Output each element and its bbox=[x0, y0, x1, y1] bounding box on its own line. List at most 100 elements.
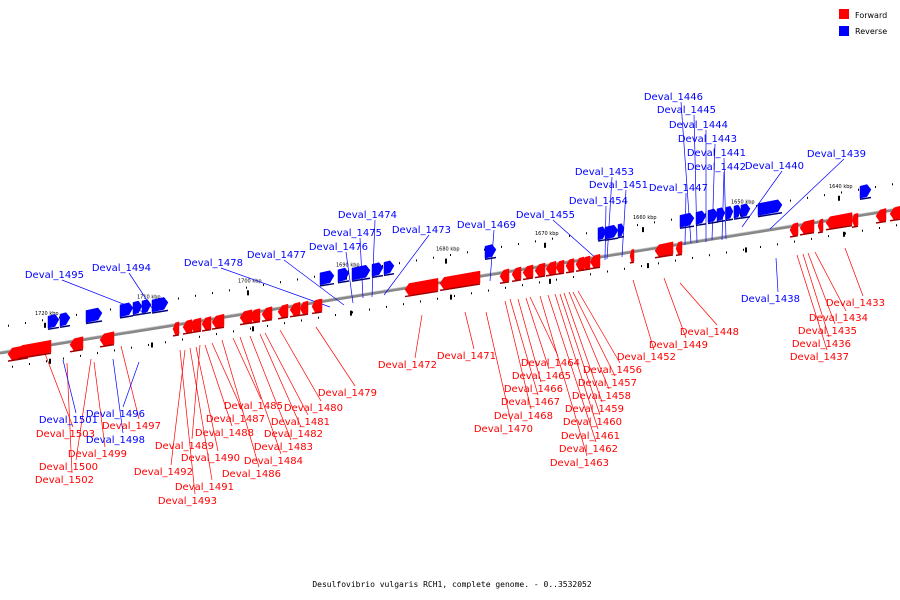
deval-1472-label[interactable]: Deval_1472 bbox=[378, 360, 437, 371]
deval-1484-feature[interactable] bbox=[289, 301, 301, 317]
deval-1473-label[interactable]: Deval_1473 bbox=[392, 225, 451, 236]
deval-1447-label[interactable]: Deval_1447 bbox=[649, 183, 708, 194]
deval-1476-label[interactable]: Deval_1476 bbox=[309, 242, 368, 253]
deval-1434-label[interactable]: Deval_1434 bbox=[809, 313, 868, 324]
deval-1486-feature[interactable] bbox=[261, 306, 273, 321]
deval-1499-feature[interactable] bbox=[69, 336, 84, 352]
deval-1439-feature[interactable] bbox=[859, 184, 872, 199]
deval-1469-label[interactable]: Deval_1469 bbox=[457, 220, 516, 231]
deval-1479-feature[interactable] bbox=[314, 298, 323, 313]
deval-1485-label[interactable]: Deval_1485 bbox=[224, 401, 283, 412]
deval-1444-feature[interactable] bbox=[716, 207, 726, 222]
deval-1476-feature[interactable] bbox=[351, 264, 371, 281]
deval-1452-label[interactable]: Deval_1452 bbox=[617, 352, 676, 363]
deval-1460-feature[interactable] bbox=[589, 253, 601, 269]
deval-1487-label[interactable]: Deval_1487 bbox=[206, 414, 265, 425]
deval-1466-feature[interactable] bbox=[534, 262, 546, 277]
deval-1451-label[interactable]: Deval_1451 bbox=[589, 180, 648, 191]
deval-1498-feature[interactable] bbox=[85, 307, 103, 323]
deval-1436-label[interactable]: Deval_1436 bbox=[792, 339, 851, 350]
deval-1443-feature[interactable] bbox=[725, 205, 734, 220]
deval-1495-label[interactable]: Deval_1495 bbox=[25, 270, 84, 281]
deval-1470-feature[interactable] bbox=[499, 268, 510, 283]
deval-1442-feature[interactable] bbox=[733, 204, 742, 219]
deval-1471-label[interactable]: Deval_1471 bbox=[437, 351, 496, 362]
deval-1455-feature[interactable] bbox=[597, 226, 607, 241]
deval-1433-feature[interactable] bbox=[875, 208, 887, 223]
deval-1454-feature[interactable] bbox=[604, 224, 619, 240]
deval-1497-feature[interactable] bbox=[99, 331, 115, 347]
deval-1494-label[interactable]: Deval_1494 bbox=[92, 263, 151, 274]
deval-1433-label[interactable]: Deval_1433 bbox=[826, 298, 885, 309]
deval-1493-label[interactable]: Deval_1493 bbox=[158, 496, 217, 507]
deval-1439-label[interactable]: Deval_1439 bbox=[807, 149, 866, 160]
deval-1433-feature[interactable] bbox=[889, 205, 900, 221]
deval-1488-label[interactable]: Deval_1488 bbox=[195, 428, 254, 439]
deval-1460-label[interactable]: Deval_1460 bbox=[563, 417, 622, 428]
deval-1495-feature[interactable] bbox=[59, 312, 71, 327]
deval-1435-label[interactable]: Deval_1435 bbox=[798, 326, 857, 337]
deval-1492-label[interactable]: Deval_1492 bbox=[134, 467, 193, 478]
deval-1497-label[interactable]: Deval_1497 bbox=[102, 421, 161, 432]
deval-1474-label[interactable]: Deval_1474 bbox=[338, 210, 397, 221]
deval-1468-feature[interactable] bbox=[511, 266, 522, 281]
deval-1464-label[interactable]: Deval_1464 bbox=[521, 358, 580, 369]
deval-1503-label[interactable]: Deval_1503 bbox=[36, 429, 95, 440]
deval-1486-label[interactable]: Deval_1486 bbox=[222, 469, 281, 480]
deval-1481-label[interactable]: Deval_1481 bbox=[271, 417, 330, 428]
deval-1477-label[interactable]: Deval_1477 bbox=[247, 250, 306, 261]
deval-1446-feature[interactable] bbox=[695, 210, 707, 225]
deval-1501-feature[interactable] bbox=[47, 314, 60, 329]
deval-1491-label[interactable]: Deval_1491 bbox=[175, 482, 234, 493]
deval-1442-label[interactable]: Deval_1442 bbox=[687, 162, 746, 173]
deval-1438-label[interactable]: Deval_1438 bbox=[741, 294, 800, 305]
deval-1444-label[interactable]: Deval_1444 bbox=[669, 120, 728, 131]
deval-1433-feature[interactable] bbox=[851, 212, 859, 227]
deval-1448-label[interactable]: Deval_1448 bbox=[680, 327, 739, 338]
deval-1449-label[interactable]: Deval_1449 bbox=[649, 340, 708, 351]
deval-1453-feature[interactable] bbox=[617, 223, 625, 237]
deval-1494-feature[interactable] bbox=[151, 297, 169, 313]
deval-1499-label[interactable]: Deval_1499 bbox=[68, 449, 127, 460]
deval-1456-label[interactable]: Deval_1456 bbox=[583, 365, 642, 376]
deval-1474-feature[interactable] bbox=[383, 260, 395, 275]
deval-1475-label[interactable]: Deval_1475 bbox=[323, 228, 382, 239]
deval-1445-label[interactable]: Deval_1445 bbox=[657, 105, 716, 116]
deval-1440-label[interactable]: Deval_1440 bbox=[745, 161, 804, 172]
deval-1437-label[interactable]: Deval_1437 bbox=[790, 352, 849, 363]
deval-1436-feature[interactable] bbox=[799, 219, 815, 235]
deval-1489-feature[interactable] bbox=[211, 313, 225, 329]
deval-1478-label[interactable]: Deval_1478 bbox=[184, 258, 243, 269]
deval-1459-label[interactable]: Deval_1459 bbox=[565, 404, 624, 415]
deval-1465-label[interactable]: Deval_1465 bbox=[512, 371, 571, 382]
deval-1455-label[interactable]: Deval_1455 bbox=[516, 210, 575, 221]
deval-1465-feature[interactable] bbox=[545, 260, 557, 276]
deval-1500-label[interactable]: Deval_1500 bbox=[39, 462, 98, 473]
deval-1483-label[interactable]: Deval_1483 bbox=[254, 442, 313, 453]
deval-1479-label[interactable]: Deval_1479 bbox=[318, 388, 377, 399]
deval-1461-label[interactable]: Deval_1461 bbox=[561, 431, 620, 442]
deval-1502-label[interactable]: Deval_1502 bbox=[35, 475, 94, 486]
deval-1498-label[interactable]: Deval_1498 bbox=[86, 435, 145, 446]
deval-1470-label[interactable]: Deval_1470 bbox=[474, 424, 533, 435]
deval-1435-feature[interactable] bbox=[817, 218, 824, 233]
deval-1453-label[interactable]: Deval_1453 bbox=[575, 167, 634, 178]
deval-1480-label[interactable]: Deval_1480 bbox=[284, 403, 343, 414]
deval-1441-feature[interactable] bbox=[740, 203, 751, 218]
deval-1496-label[interactable]: Deval_1496 bbox=[86, 409, 145, 420]
deval-1462-label[interactable]: Deval_1462 bbox=[559, 444, 618, 455]
deval-1484-label[interactable]: Deval_1484 bbox=[244, 456, 303, 467]
deval-1503-feature[interactable] bbox=[17, 339, 52, 358]
deval-1478-feature[interactable] bbox=[319, 270, 335, 286]
deval-1493-feature[interactable] bbox=[172, 321, 180, 336]
deval-1441-label[interactable]: Deval_1441 bbox=[687, 148, 746, 159]
deval-1475-feature[interactable] bbox=[371, 262, 384, 277]
deval-1494-feature[interactable] bbox=[132, 300, 143, 315]
deval-1494-feature[interactable] bbox=[141, 299, 152, 314]
deval-1449-feature[interactable] bbox=[654, 241, 674, 258]
deval-1440-feature[interactable] bbox=[757, 199, 783, 216]
deval-1454-label[interactable]: Deval_1454 bbox=[569, 196, 628, 207]
deval-1466-label[interactable]: Deval_1466 bbox=[504, 384, 563, 395]
deval-1477-feature[interactable] bbox=[337, 267, 350, 283]
deval-1496-feature[interactable] bbox=[119, 302, 134, 318]
